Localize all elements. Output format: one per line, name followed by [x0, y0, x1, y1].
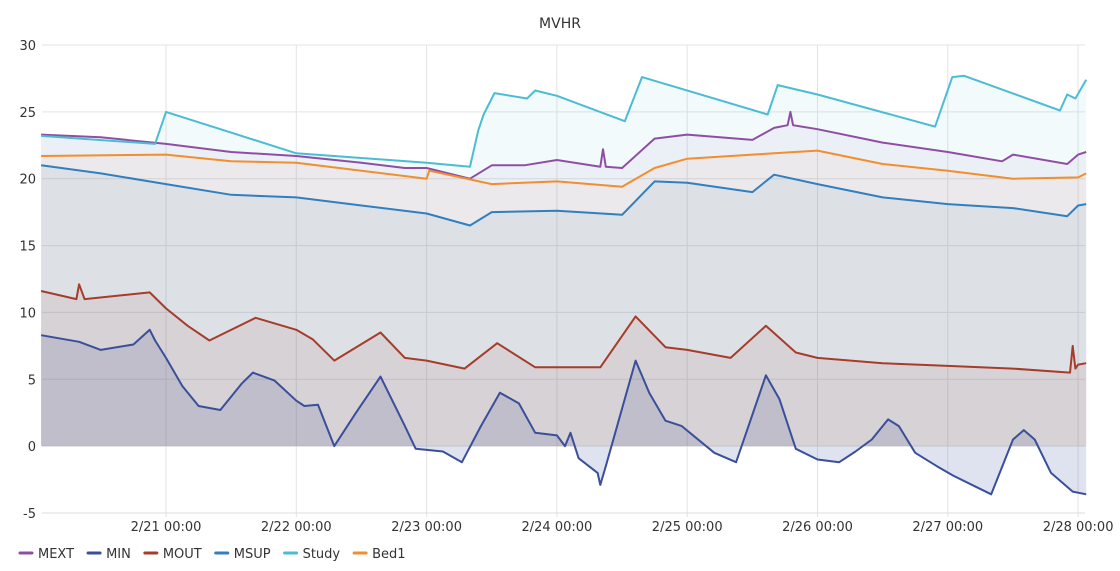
line-mext: [41, 110, 1087, 180]
y-tick-label: 15: [19, 240, 36, 255]
legend-item-msup[interactable]: MSUP: [214, 547, 271, 562]
x-tick-label: 2/24 00:00: [522, 520, 593, 535]
area-msup: [41, 165, 1087, 447]
legend-item-mout[interactable]: MOUT: [143, 547, 202, 562]
legend-item-bed1[interactable]: Bed1: [352, 547, 406, 562]
legend[interactable]: MEXT MIN MOUT MSUP Study Bed1: [18, 547, 406, 562]
area-min: [41, 329, 1087, 495]
line-min: [40, 328, 1087, 496]
y-tick-label: 20: [19, 173, 36, 188]
series-lines: [40, 74, 1088, 496]
legend-label: Study: [303, 547, 341, 562]
x-tick-label: 2/23 00:00: [391, 520, 462, 535]
line-msup: [40, 164, 1087, 227]
x-tick-label: 2/27 00:00: [912, 520, 983, 535]
grid: [42, 44, 1085, 517]
legend-item-study[interactable]: Study: [283, 547, 341, 562]
x-tick-label: 2/28 00:00: [1043, 520, 1114, 535]
legend-label: MSUP: [234, 547, 271, 562]
legend-label: Bed1: [372, 547, 405, 562]
legend-label: MEXT: [38, 547, 74, 562]
area-mext: [41, 111, 1087, 447]
area-study: [41, 75, 1087, 447]
y-axis: -5 0 5 10 15 20 25 30: [19, 39, 36, 522]
y-tick-label: 25: [19, 106, 36, 121]
legend-label: MIN: [106, 547, 131, 562]
line-mout: [40, 283, 1087, 374]
y-tick-label: 30: [19, 39, 36, 54]
x-tick-label: 2/26 00:00: [782, 520, 853, 535]
x-tick-label: 2/22 00:00: [261, 520, 332, 535]
legend-item-min[interactable]: MIN: [86, 547, 131, 562]
line-bed1: [41, 149, 1087, 188]
x-tick-label: 2/25 00:00: [652, 520, 723, 535]
y-tick-label: 5: [28, 373, 36, 388]
y-tick-label: 10: [19, 306, 36, 321]
y-tick-label: -5: [23, 507, 36, 522]
legend-label: MOUT: [163, 547, 202, 562]
line-study: [41, 74, 1088, 168]
x-axis: 2/21 00:00 2/22 00:00 2/23 00:00 2/24 00:00…: [131, 520, 1114, 535]
x-tick-label: 2/21 00:00: [131, 520, 202, 535]
legend-item-mext[interactable]: MEXT: [18, 547, 74, 562]
area-bed1: [41, 150, 1087, 447]
y-tick-label: 0: [28, 440, 36, 455]
chart-title: MVHR: [539, 16, 581, 32]
series-fills: [41, 75, 1087, 495]
